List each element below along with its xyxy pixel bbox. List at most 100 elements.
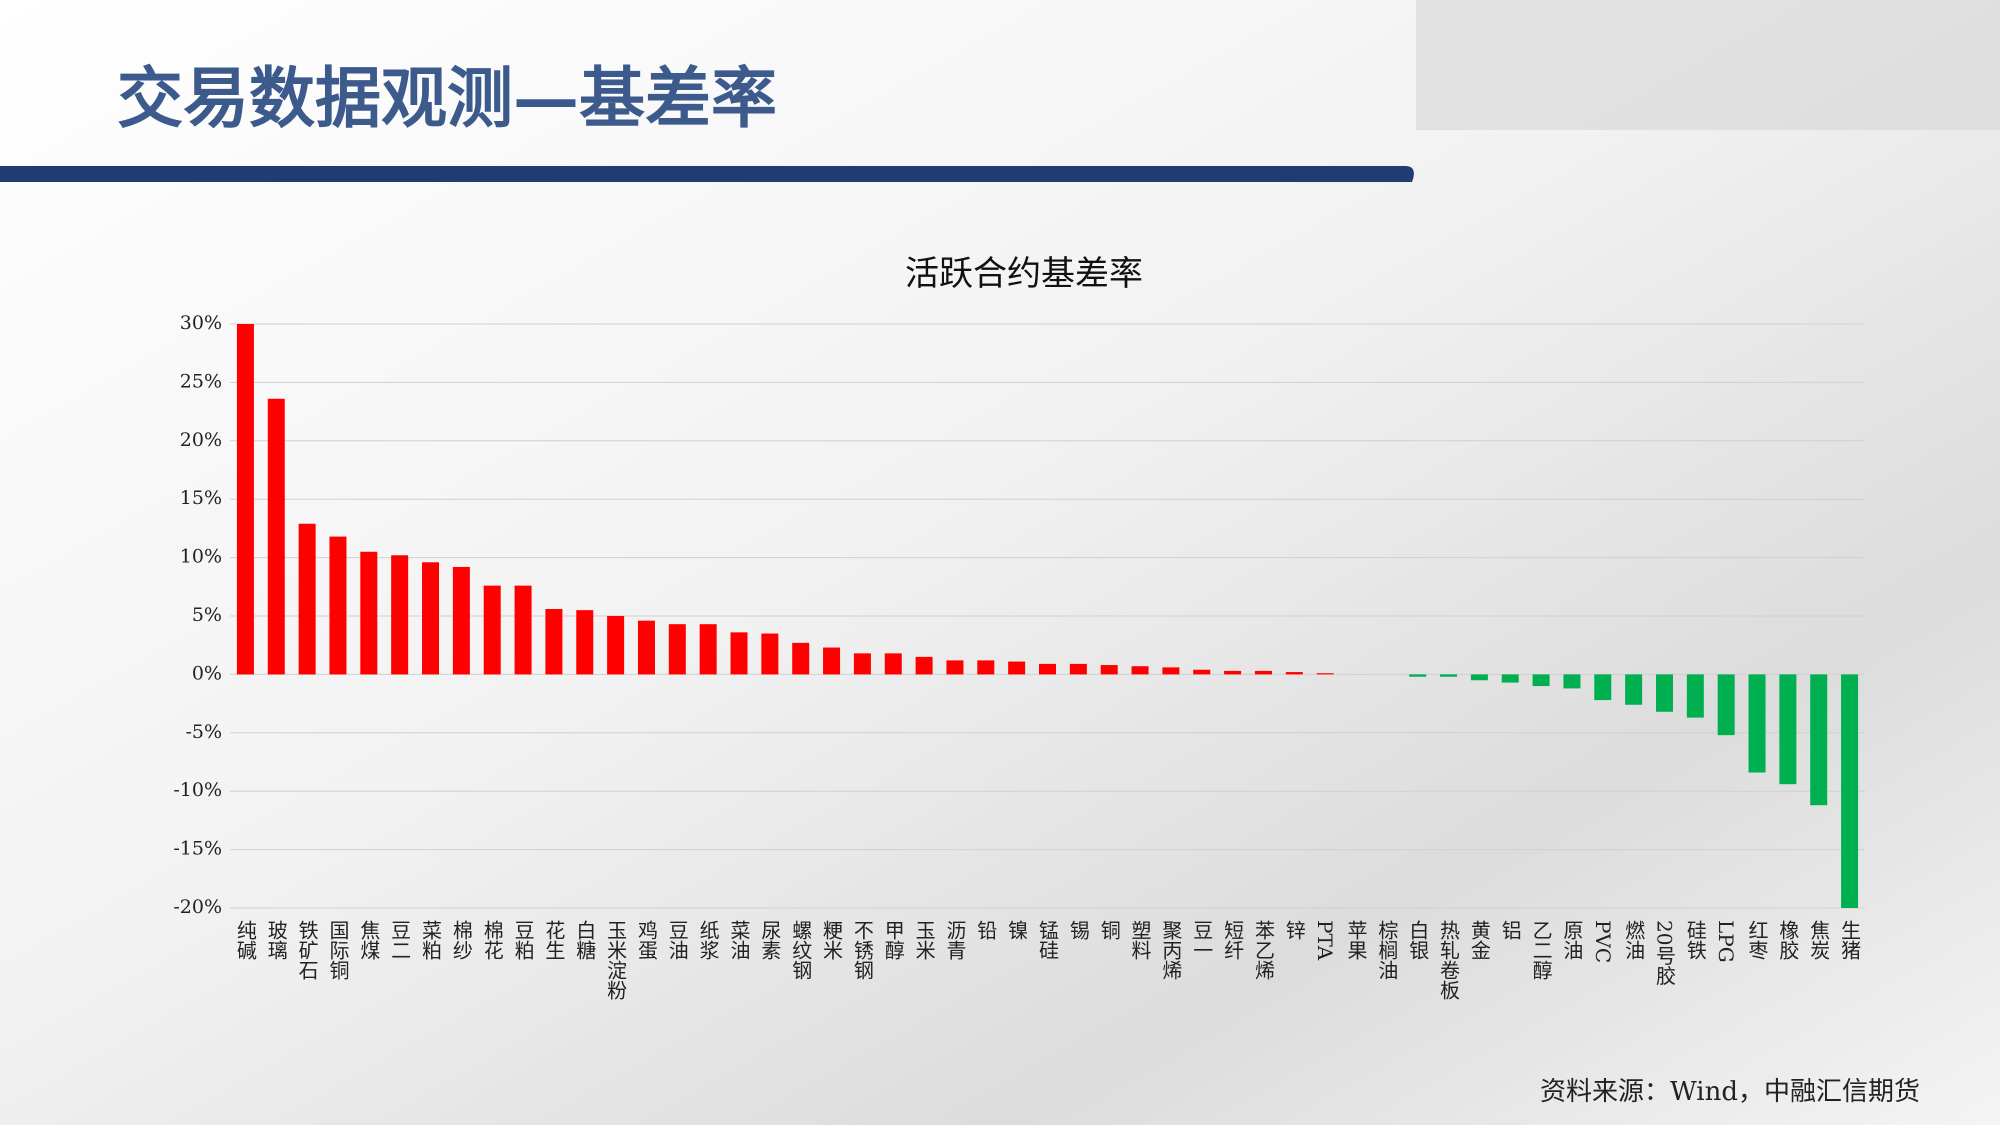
bar bbox=[1008, 661, 1026, 675]
bar bbox=[668, 624, 686, 675]
bar bbox=[853, 653, 871, 675]
bar bbox=[1131, 666, 1149, 675]
bar bbox=[1841, 674, 1859, 908]
header-bar bbox=[0, 166, 1414, 182]
bar bbox=[1655, 674, 1673, 712]
x-tick-label: 粳米 bbox=[820, 920, 844, 960]
x-tick-label: 铁矿石 bbox=[295, 920, 319, 980]
bar bbox=[1409, 674, 1427, 677]
x-tick-label: 20号胶 bbox=[1652, 920, 1676, 985]
bar bbox=[1594, 674, 1612, 701]
x-tick-label: 焦炭 bbox=[1807, 920, 1831, 960]
x-tick-label: 黄金 bbox=[1467, 920, 1491, 960]
bar bbox=[514, 585, 532, 675]
bar bbox=[1069, 663, 1087, 675]
x-tick-label: LPG bbox=[1714, 920, 1738, 963]
bar bbox=[1501, 674, 1519, 683]
chart-title: 活跃合约基差率 bbox=[905, 254, 1143, 294]
x-tick-label: 不锈钢 bbox=[850, 920, 874, 980]
bar bbox=[422, 562, 440, 675]
bar bbox=[1470, 674, 1488, 681]
bar bbox=[1810, 674, 1828, 806]
y-tick-label: -10% bbox=[173, 779, 222, 801]
x-tick-label: 沥青 bbox=[943, 920, 967, 960]
source-note: 资料来源：Wind，中融汇信期货 bbox=[1540, 1077, 1920, 1107]
x-tick-label: 鸡蛋 bbox=[634, 920, 658, 960]
x-tick-label: 硅铁 bbox=[1683, 920, 1707, 960]
bar bbox=[576, 610, 594, 675]
x-tick-label: 铝 bbox=[1498, 920, 1522, 940]
x-tick-label: 锰硅 bbox=[1036, 920, 1060, 960]
bar bbox=[1316, 673, 1334, 675]
bar bbox=[607, 616, 625, 675]
bar bbox=[1779, 674, 1797, 785]
x-tick-label: 豆一 bbox=[1190, 920, 1214, 960]
bar bbox=[360, 551, 378, 675]
x-tick-label: 纸浆 bbox=[696, 920, 720, 960]
x-tick-label: PTA bbox=[1313, 920, 1337, 961]
x-tick-label: 热轧卷板 bbox=[1437, 920, 1461, 1000]
x-tick-label: 铅 bbox=[974, 920, 998, 940]
x-tick-label: 聚丙烯 bbox=[1159, 920, 1183, 980]
x-tick-label: 棉花 bbox=[480, 920, 504, 960]
bar bbox=[792, 642, 810, 675]
bar bbox=[1100, 665, 1118, 675]
bar bbox=[1162, 667, 1180, 675]
bar bbox=[761, 633, 779, 675]
y-tick-label: 25% bbox=[180, 370, 222, 392]
x-tick-label: 原油 bbox=[1560, 920, 1584, 960]
bar bbox=[884, 653, 902, 675]
x-tick-label: 铜 bbox=[1097, 920, 1121, 940]
y-tick-label: 30% bbox=[180, 312, 222, 334]
x-tick-label: 螺纹钢 bbox=[789, 920, 813, 980]
x-tick-label: 玻璃 bbox=[264, 920, 288, 960]
x-tick-label: 豆二 bbox=[388, 920, 412, 960]
x-tick-label: 生猪 bbox=[1838, 920, 1862, 960]
bar bbox=[730, 632, 748, 675]
x-tick-label: 燃油 bbox=[1622, 920, 1646, 960]
x-tick-label: 橡胶 bbox=[1776, 920, 1800, 960]
y-tick-label: 5% bbox=[192, 604, 222, 626]
x-tick-label: 棕榈油 bbox=[1375, 920, 1399, 980]
bar bbox=[977, 660, 995, 675]
bar bbox=[699, 624, 717, 675]
x-tick-label: PVC bbox=[1591, 920, 1615, 963]
x-tick-label: 豆油 bbox=[665, 920, 689, 960]
x-tick-label: 国际铜 bbox=[326, 920, 350, 980]
bar bbox=[1532, 674, 1550, 687]
bar bbox=[915, 656, 933, 675]
x-tick-label: 纯碱 bbox=[233, 920, 257, 960]
x-tick-label: 镍 bbox=[1005, 920, 1029, 940]
bar bbox=[267, 398, 285, 675]
y-tick-label: -5% bbox=[185, 721, 222, 743]
x-tick-label: 苯乙烯 bbox=[1251, 920, 1275, 980]
bar bbox=[391, 555, 409, 675]
bar bbox=[823, 647, 841, 675]
bar bbox=[298, 523, 316, 675]
bar bbox=[1686, 674, 1704, 718]
x-tick-label: 锌 bbox=[1282, 920, 1306, 940]
x-tick-label: 菜粕 bbox=[419, 920, 443, 960]
x-tick-label: 白银 bbox=[1406, 920, 1430, 960]
x-tick-label: 棉纱 bbox=[449, 920, 473, 960]
x-tick-label: 甲醇 bbox=[881, 920, 905, 960]
x-tick-label: 塑料 bbox=[1128, 920, 1152, 960]
page-title: 交易数据观测—基差率 bbox=[117, 59, 777, 137]
x-tick-label: 豆粕 bbox=[511, 920, 535, 960]
header-shade bbox=[1416, 0, 2000, 130]
bar bbox=[1625, 674, 1643, 705]
bar bbox=[1717, 674, 1735, 736]
x-tick-label: 菜油 bbox=[727, 920, 751, 960]
x-tick-label: 乙二醇 bbox=[1529, 920, 1553, 980]
bar bbox=[483, 585, 501, 675]
bar bbox=[946, 660, 964, 675]
bar bbox=[1224, 670, 1242, 675]
bar bbox=[236, 324, 254, 675]
x-tick-label: 玉米 bbox=[912, 920, 936, 960]
y-tick-label: 15% bbox=[180, 487, 222, 509]
y-tick-label: 20% bbox=[180, 429, 222, 451]
bar bbox=[1748, 674, 1766, 773]
x-tick-label: 锡 bbox=[1066, 920, 1090, 940]
bar bbox=[1193, 669, 1211, 675]
